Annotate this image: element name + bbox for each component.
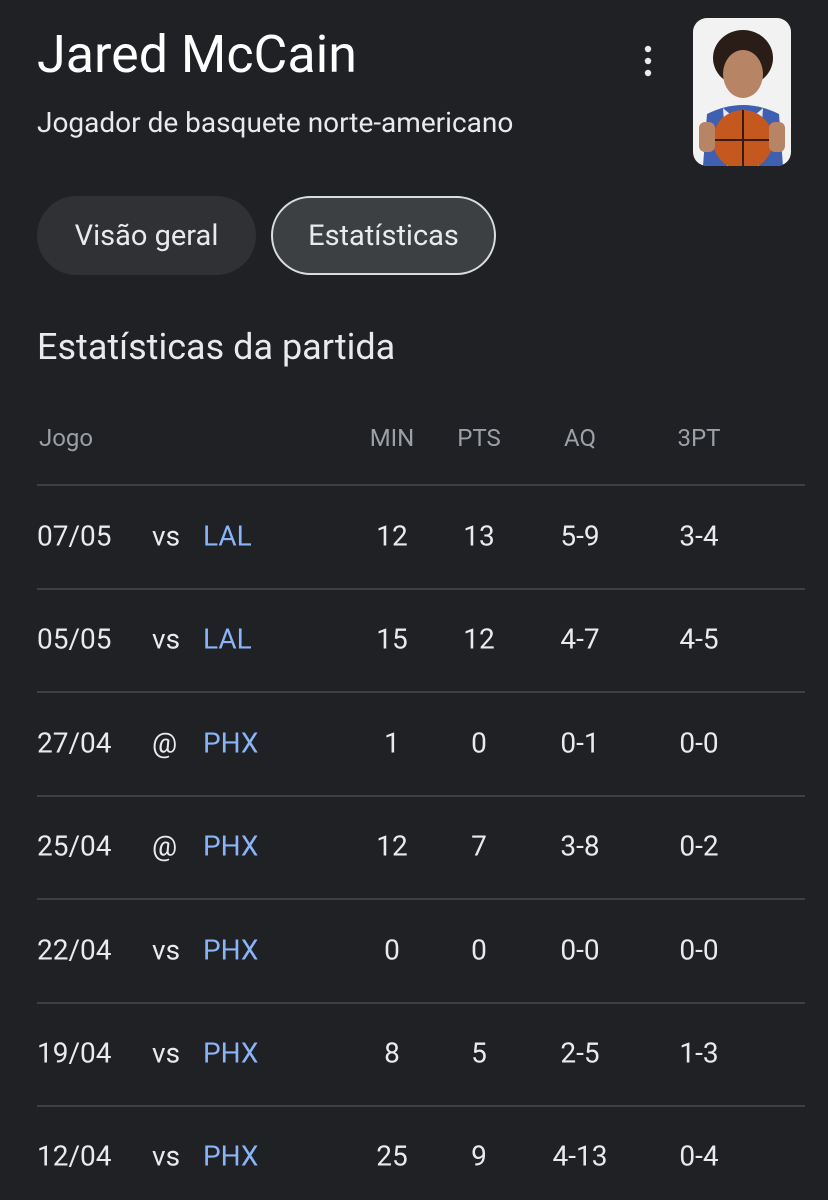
home-away: @ — [152, 829, 178, 863]
game-date: 22/04 — [37, 933, 112, 967]
stat-cell: 1-3 — [679, 1036, 719, 1070]
opponent[interactable]: PHX — [203, 1139, 259, 1173]
game-date: 25/04 — [37, 829, 112, 863]
tab[interactable]: Visão geral — [37, 196, 256, 275]
stat-cell: 12 — [376, 829, 408, 863]
stat-cell: 0 — [384, 933, 400, 967]
stat-cell: 0-0 — [679, 933, 719, 967]
home-away: vs — [152, 622, 181, 656]
game-date: 05/05 — [37, 622, 112, 656]
stat-cell: 0-1 — [560, 726, 600, 760]
stat-cell: 9 — [471, 1139, 487, 1173]
divider — [37, 691, 805, 694]
divider — [37, 484, 805, 486]
column-header: Jogo — [39, 424, 94, 452]
column-header: AQ — [563, 424, 597, 452]
stat-cell: 0-2 — [679, 829, 719, 863]
home-away: vs — [152, 1139, 181, 1173]
stat-cell: 4-7 — [560, 622, 600, 656]
stat-cell: 3-8 — [560, 829, 600, 863]
home-away: vs — [152, 519, 181, 553]
stat-cell: 1 — [384, 726, 400, 760]
stat-cell: 7 — [471, 829, 487, 863]
stat-cell: 5-9 — [560, 519, 600, 553]
opponent[interactable]: PHX — [203, 1036, 259, 1070]
column-header: PTS — [457, 424, 501, 452]
column-header: MIN — [369, 424, 415, 452]
stat-cell: 8 — [384, 1036, 400, 1070]
player-description: Jogador de basquete norte-americano — [37, 106, 514, 139]
game-date: 12/04 — [37, 1139, 112, 1173]
opponent[interactable]: PHX — [203, 726, 259, 760]
column-header: 3PT — [677, 424, 721, 452]
more-menu[interactable] — [638, 44, 658, 78]
tab-selected[interactable]: Estatísticas — [271, 196, 496, 275]
player-photo[interactable] — [693, 18, 791, 166]
stat-cell: 12 — [463, 622, 495, 656]
game-date: 19/04 — [37, 1036, 112, 1070]
home-away: @ — [152, 726, 178, 760]
home-away: vs — [152, 1036, 181, 1070]
divider — [37, 1105, 805, 1107]
divider — [37, 794, 805, 797]
opponent[interactable]: LAL — [203, 622, 252, 656]
game-date: 07/05 — [37, 519, 112, 553]
stat-cell: 2-5 — [560, 1036, 600, 1070]
stat-cell: 15 — [376, 622, 408, 656]
stat-cell: 0 — [471, 726, 487, 760]
stat-cell: 3-4 — [679, 519, 719, 553]
section-title: Estatísticas da partida — [37, 326, 396, 368]
game-date: 27/04 — [37, 726, 112, 760]
stat-cell: 0-0 — [560, 933, 600, 967]
divider — [37, 898, 805, 901]
home-away: vs — [152, 933, 181, 967]
divider — [37, 588, 805, 590]
stat-cell: 5 — [471, 1036, 487, 1070]
stat-cell: 12 — [376, 519, 408, 553]
opponent[interactable]: PHX — [203, 829, 259, 863]
stat-cell: 4-5 — [679, 622, 719, 656]
stat-cell: 25 — [376, 1139, 408, 1173]
stat-cell: 0-4 — [679, 1139, 719, 1173]
stat-cell: 4-13 — [552, 1139, 608, 1173]
opponent[interactable]: PHX — [203, 933, 259, 967]
player-name: Jared McCain — [37, 24, 358, 85]
stat-cell: 0 — [471, 933, 487, 967]
stat-cell: 13 — [463, 519, 495, 553]
divider — [37, 1001, 805, 1004]
stat-cell: 0-0 — [679, 726, 719, 760]
opponent[interactable]: LAL — [203, 519, 252, 553]
